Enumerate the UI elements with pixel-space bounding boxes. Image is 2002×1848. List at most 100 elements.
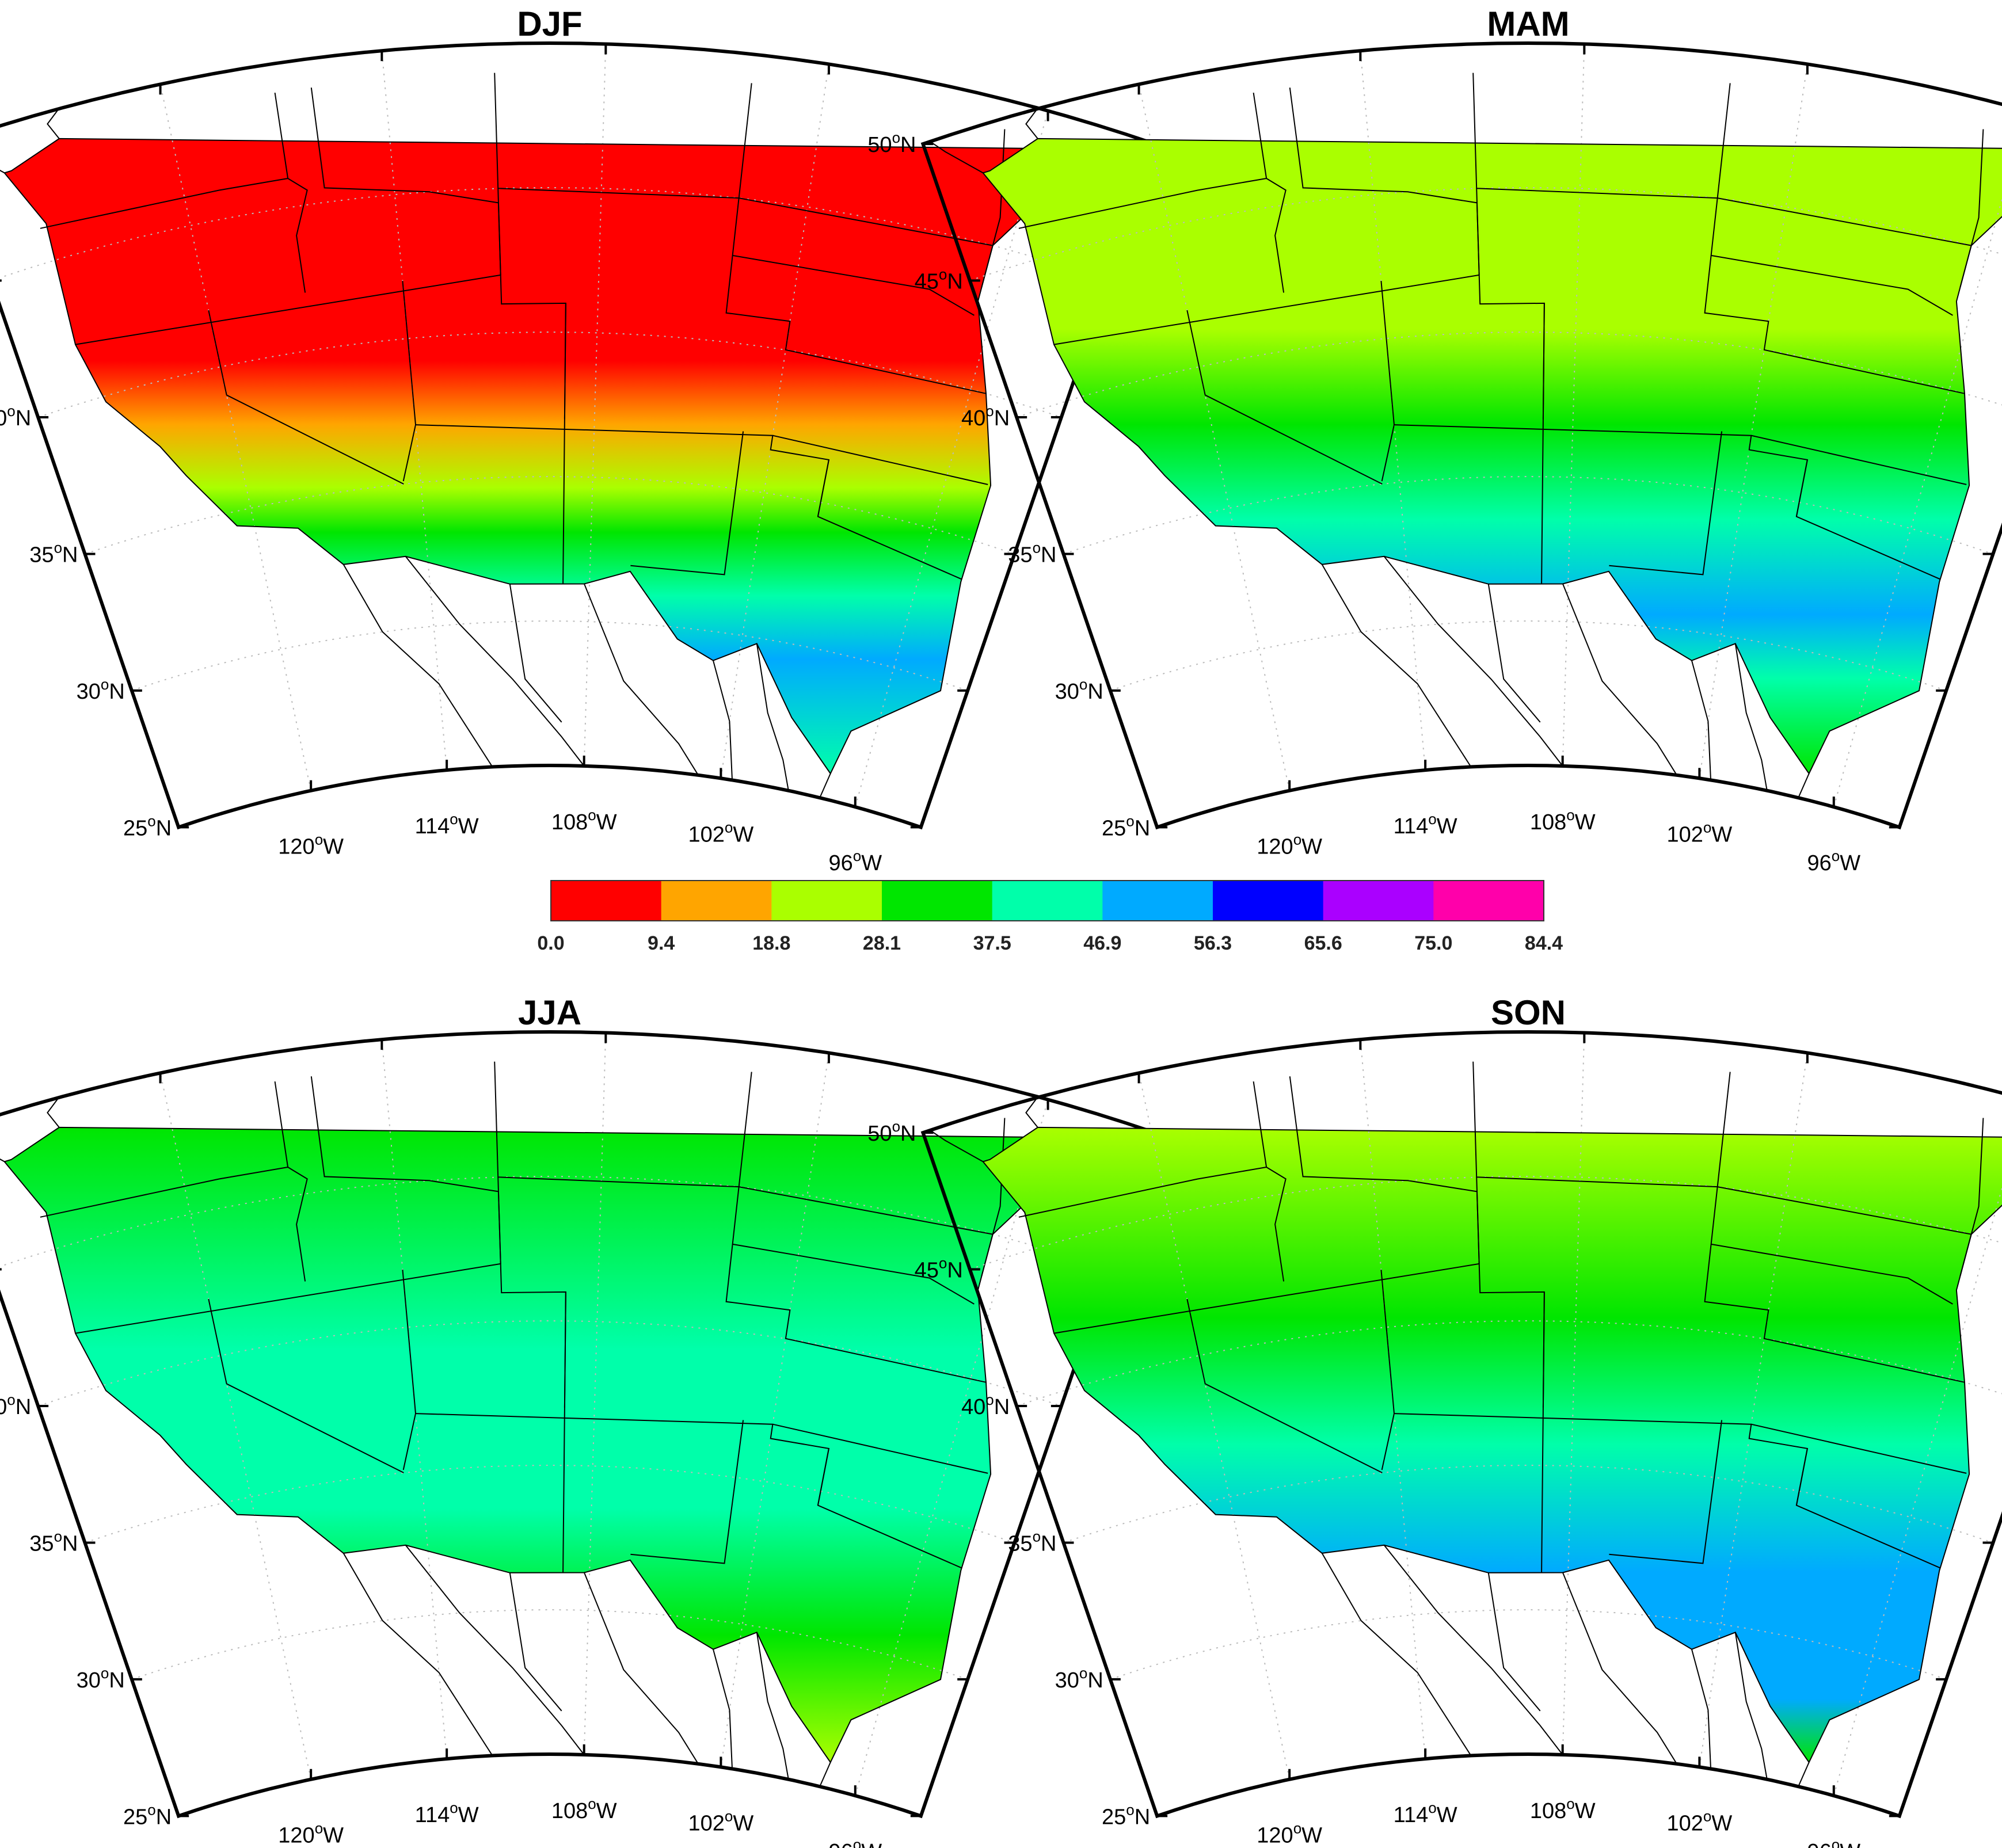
- map-area: [930, 1032, 2002, 1813]
- lon-tick-label: 114oW: [415, 810, 479, 839]
- state-boundary: [630, 1420, 744, 1564]
- colorbar-swatch: [882, 881, 993, 921]
- state-boundary: [1472, 1061, 1718, 1188]
- lat-tick-label: 50oN: [867, 129, 916, 157]
- colorbar-swatch: [1102, 881, 1213, 921]
- lon-gridline: [1562, 44, 1585, 766]
- colorbar: 0.0 9.4 18.8 28.1 37.5 46.9 56.3 65.6 75.0 84.4: [537, 880, 1563, 954]
- data-field: [4, 1127, 1076, 1763]
- country-boundary: [1691, 660, 1711, 780]
- lon-gridline: [1138, 1073, 1291, 1780]
- state-boundary: [1795, 459, 1941, 580]
- state-boundary: [1542, 303, 1545, 419]
- state-boundary: [1717, 197, 1971, 246]
- country-boundary: [1562, 1572, 1677, 1765]
- map-panel-mam: MAM 50oN 45oN 40oN 35oN 30oN 25oN 120oW 114oW 108…: [867, 5, 2002, 875]
- lon-tick-label: 96oW: [1807, 1836, 1860, 1848]
- state-boundary: [1609, 431, 1723, 576]
- state-boundary: [40, 178, 288, 229]
- state-boundary: [732, 1243, 975, 1305]
- lon-gridline: [381, 1039, 448, 1759]
- lon-tick-label: 108oW: [551, 1795, 617, 1823]
- map-area: [0, 1032, 1109, 1813]
- coastline: [3, 1126, 1077, 1764]
- lon-gridline: [381, 51, 448, 771]
- country-boundary: [713, 1649, 733, 1769]
- state-boundary: [208, 310, 404, 485]
- lon-gridline: [1833, 1099, 2002, 1796]
- lon-gridline: [1562, 1032, 1585, 1755]
- country-boundary: [1691, 1649, 1711, 1769]
- state-boundary: [75, 1263, 501, 1334]
- panel-title: MAM: [1487, 5, 1569, 43]
- lon-tick-label: 108oW: [551, 806, 617, 835]
- country-boundary: [1025, 1097, 1038, 1128]
- lon-tick-label: 108oW: [1530, 1795, 1596, 1823]
- colorbar-swatch: [771, 881, 882, 921]
- lat-gridline: [0, 186, 1109, 281]
- state-boundary: [310, 87, 501, 275]
- lat-tick-label: 45oN: [915, 1255, 963, 1283]
- lat-tick-label: 25oN: [123, 812, 172, 840]
- lat-tick-label: 30oN: [1055, 1664, 1103, 1693]
- country-boundary: [1321, 1553, 1518, 1813]
- lon-gridline: [854, 111, 1049, 807]
- lon-tick-label: 114oW: [1394, 810, 1457, 839]
- lon-gridline: [720, 1053, 829, 1767]
- state-boundary: [772, 1423, 988, 1474]
- state-boundary: [274, 1081, 308, 1282]
- colorbar-swatch: [1213, 881, 1324, 921]
- state-boundary: [1289, 1076, 1480, 1264]
- lat-tick-label: 35oN: [1008, 539, 1056, 567]
- colorbar-tick-label: 65.6: [1304, 932, 1342, 954]
- country-boundary: [1487, 584, 1541, 723]
- map-area: [930, 44, 2002, 824]
- state-boundary: [310, 1076, 501, 1264]
- lat-tick-label: 45oN: [915, 266, 963, 294]
- colorbar-swatch: [661, 881, 772, 921]
- country-boundary: [1798, 1762, 1810, 1787]
- state-boundary: [725, 83, 987, 394]
- lon-tick-label: 102oW: [688, 1807, 754, 1835]
- map-area: [0, 44, 1109, 824]
- lat-tick-label: 30oN: [77, 1664, 125, 1693]
- state-boundary: [75, 274, 501, 345]
- country-boundary: [713, 660, 733, 780]
- lon-tick-label: 102oW: [688, 818, 754, 847]
- lat-tick-label: 25oN: [123, 1801, 172, 1829]
- lon-gridline: [583, 1032, 607, 1755]
- lat-gridline: [0, 1175, 1109, 1270]
- country-boundary: [405, 1545, 585, 1755]
- lat-tick-label: 35oN: [29, 1527, 78, 1556]
- data-field: [4, 138, 1076, 774]
- country-boundary: [1798, 773, 1810, 798]
- state-boundary: [1751, 1423, 1967, 1474]
- state-boundary: [494, 1061, 739, 1188]
- lat-gridline: [1016, 331, 2002, 418]
- state-boundary: [1751, 435, 1967, 485]
- state-boundary: [564, 303, 566, 419]
- country-boundary: [1734, 643, 1768, 791]
- lat-tick-label: 35oN: [29, 539, 78, 567]
- country-boundary: [1025, 108, 1038, 139]
- state-boundary: [1704, 83, 1965, 394]
- state-boundary: [817, 1448, 962, 1569]
- colorbar-tick-label: 0.0: [537, 932, 564, 954]
- state-boundary: [817, 459, 962, 580]
- country-boundary: [930, 141, 984, 174]
- lat-tick-label: 40oN: [0, 402, 31, 430]
- lat-gridline: [969, 186, 2002, 281]
- lon-tick-label: 120oW: [278, 1820, 344, 1848]
- country-boundary: [1321, 564, 1518, 824]
- lon-gridline: [1833, 111, 2002, 807]
- colorbar-tick-label: 56.3: [1194, 932, 1232, 954]
- colorbar-tick-label: 84.4: [1525, 932, 1563, 954]
- lat-tick-label: 25oN: [1102, 1801, 1150, 1829]
- country-boundary: [1562, 584, 1677, 776]
- country-boundary: [584, 584, 699, 776]
- map-panel-son: SON 50oN 45oN 40oN 35oN 30oN 25oN 120oW 114oW 108…: [867, 993, 2002, 1848]
- lat-gridline: [85, 1464, 1015, 1544]
- country-boundary: [584, 1572, 699, 1765]
- lon-tick-label: 96oW: [828, 1836, 882, 1848]
